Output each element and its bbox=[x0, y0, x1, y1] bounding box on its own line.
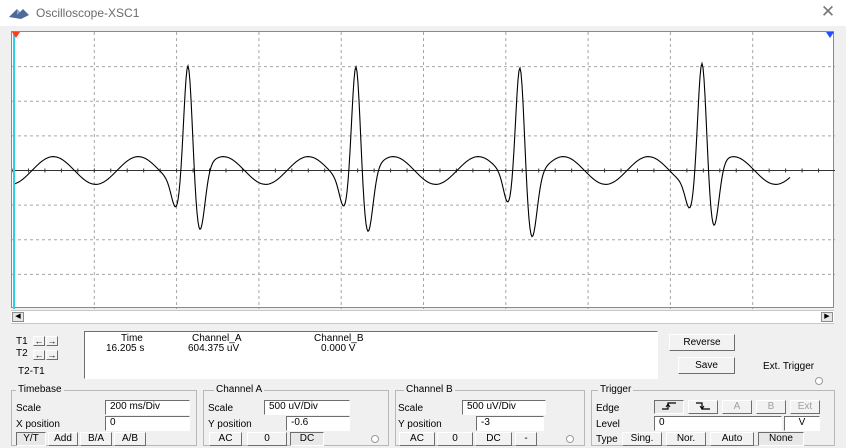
channel-a-zero-button[interactable]: 0 bbox=[247, 432, 287, 446]
channel-b-ac-button[interactable]: AC bbox=[399, 432, 435, 446]
ba-mode-button[interactable]: B/A bbox=[80, 432, 112, 446]
scroll-left-icon[interactable]: ◀ bbox=[12, 312, 24, 322]
timebase-legend: Timebase bbox=[16, 384, 64, 395]
edge-label: Edge bbox=[596, 403, 620, 414]
ext-trigger-radio[interactable] bbox=[815, 377, 823, 385]
channel-a-ypos-field[interactable]: -0.6 bbox=[286, 416, 350, 431]
channel-b-ypos-label: Y position bbox=[398, 419, 442, 430]
t1-right-arrow-icon[interactable]: → bbox=[46, 336, 58, 346]
level-label: Level bbox=[596, 419, 620, 430]
yt-mode-button[interactable]: Y/T bbox=[16, 432, 46, 446]
channel-a-radio[interactable] bbox=[371, 435, 379, 443]
add-mode-button[interactable]: Add bbox=[48, 432, 78, 446]
channel-a-scale-field[interactable]: 500 uV/Div bbox=[264, 400, 350, 415]
trigger-normal-button[interactable]: Nor. bbox=[666, 432, 706, 446]
measurement-readout bbox=[84, 331, 658, 379]
reverse-button[interactable]: Reverse bbox=[669, 334, 735, 351]
scope-plot bbox=[12, 32, 835, 309]
close-icon[interactable]: ✕ bbox=[820, 2, 836, 21]
save-button[interactable]: Save bbox=[678, 357, 735, 374]
t2-left-arrow-icon[interactable]: ← bbox=[33, 350, 45, 360]
trigger-auto-button[interactable]: Auto bbox=[710, 432, 754, 446]
time-value: 16.205 s bbox=[106, 343, 145, 354]
type-label: Type bbox=[596, 434, 618, 445]
ext-trigger-label: Ext. Trigger bbox=[763, 361, 815, 372]
timebase-scale-field[interactable]: 200 ms/Div bbox=[105, 400, 190, 415]
scroll-thumb[interactable] bbox=[31, 313, 773, 321]
title-bar bbox=[0, 0, 846, 26]
window-title: Oscilloscope-XSC1 bbox=[36, 6, 140, 20]
trigger-level-unit: V bbox=[784, 416, 820, 431]
channel-b-zero-button[interactable]: 0 bbox=[437, 432, 473, 446]
channel-a-value: 604.375 uV bbox=[188, 343, 240, 354]
t1-left-arrow-icon[interactable]: ← bbox=[33, 336, 45, 346]
trigger-source-a-button[interactable]: A bbox=[722, 400, 752, 414]
trigger-legend: Trigger bbox=[598, 384, 634, 395]
scope-display bbox=[11, 31, 835, 309]
trigger-level-field[interactable]: 0 bbox=[654, 416, 782, 431]
scroll-right-icon[interactable]: ▶ bbox=[821, 312, 833, 322]
channel-b-dc-button[interactable]: DC bbox=[475, 432, 512, 446]
rising-edge-button[interactable] bbox=[654, 400, 684, 414]
trigger-single-button[interactable]: Sing. bbox=[622, 432, 662, 446]
timebase-scale-label: Scale bbox=[16, 403, 42, 414]
t2-t1-label: T2-T1 bbox=[18, 366, 45, 377]
oscilloscope-app-icon bbox=[9, 9, 29, 19]
falling-edge-button[interactable] bbox=[688, 400, 718, 414]
channel-a-header: Channel_A bbox=[192, 333, 242, 344]
channel-b-scale-label: Scale bbox=[398, 403, 424, 414]
channel-b-radio[interactable] bbox=[566, 435, 574, 443]
t2-right-arrow-icon[interactable]: → bbox=[46, 350, 58, 360]
channel-a-scale-label: Scale bbox=[208, 403, 234, 414]
channel-b-legend: Channel B bbox=[404, 384, 455, 395]
trigger-source-ext-button[interactable]: Ext bbox=[790, 400, 820, 414]
channel-a-ac-button[interactable]: AC bbox=[209, 432, 242, 446]
falling-edge-icon bbox=[696, 402, 710, 410]
trigger-none-button[interactable]: None bbox=[758, 432, 804, 446]
t2-label: T2 bbox=[16, 348, 28, 359]
ab-mode-button[interactable]: A/B bbox=[114, 432, 146, 446]
trigger-source-b-button[interactable]: B bbox=[756, 400, 786, 414]
channel-a-legend: Channel A bbox=[214, 384, 265, 395]
time-header: Time bbox=[121, 333, 143, 344]
channel-b-ypos-field[interactable]: -3 bbox=[476, 416, 544, 431]
rising-edge-icon bbox=[662, 402, 676, 410]
channel-b-minus-button[interactable]: - bbox=[515, 432, 537, 446]
cursor-t1-marker bbox=[12, 32, 20, 38]
channel-a-trace bbox=[13, 61, 791, 238]
channel-b-header: Channel_B bbox=[314, 333, 364, 344]
channel-b-value: 0.000 V bbox=[321, 343, 356, 354]
channel-a-dc-button[interactable]: DC bbox=[290, 432, 324, 446]
cursor-t2-marker bbox=[826, 32, 834, 38]
x-position-field[interactable]: 0 bbox=[105, 416, 190, 431]
horizontal-scrollbar[interactable]: ◀ ▶ bbox=[11, 310, 834, 324]
channel-a-ypos-label: Y position bbox=[208, 419, 252, 430]
x-position-label: X position bbox=[16, 419, 60, 430]
channel-b-scale-field[interactable]: 500 uV/Div bbox=[462, 400, 546, 415]
t1-label: T1 bbox=[16, 336, 28, 347]
